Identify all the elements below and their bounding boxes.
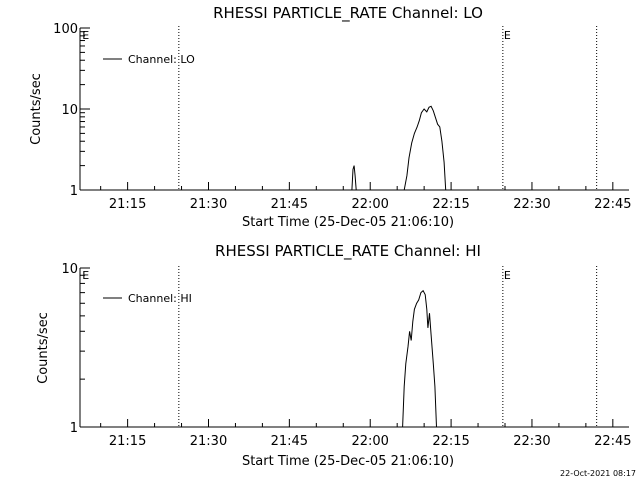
x-tick-label-hi: 21:45 bbox=[271, 434, 308, 449]
series-line-lo bbox=[403, 105, 447, 191]
event-marker-lo: E bbox=[82, 29, 89, 42]
y-axis-label-hi: Counts/sec bbox=[36, 312, 51, 384]
event-marker-hi: E bbox=[504, 269, 511, 282]
x-tick-label-lo: 22:15 bbox=[432, 197, 469, 212]
event-marker-lo: E bbox=[504, 29, 511, 42]
legend-hi: Channel: HI bbox=[103, 292, 192, 305]
chart-title-hi: RHESSI PARTICLE_RATE Channel: HI bbox=[215, 242, 481, 261]
x-tick-label-hi: 22:45 bbox=[594, 434, 631, 449]
y-tick-label-lo: 1 bbox=[70, 184, 78, 199]
x-axis-label-hi: Start Time (25-Dec-05 21:06:10) bbox=[242, 454, 454, 469]
legend-label-hi: Channel: HI bbox=[128, 292, 192, 305]
legend-label-lo: Channel: LO bbox=[128, 53, 195, 66]
series-line-hi bbox=[402, 289, 437, 428]
plot-area-lo: 1 10 100 21:15 21:30 21:45 22:00 22:15 22:30 22:4… bbox=[53, 22, 631, 212]
footer-timestamp: 22-Oct-2021 08:17 bbox=[560, 469, 636, 478]
y-axis-label-lo: Counts/sec bbox=[29, 73, 44, 145]
event-marker-hi: E bbox=[82, 269, 89, 282]
x-tick-label-hi: 22:30 bbox=[513, 434, 550, 449]
chart-title-lo: RHESSI PARTICLE_RATE Channel: LO bbox=[213, 4, 483, 23]
x-tick-label-lo: 22:45 bbox=[594, 197, 631, 212]
plot-area-hi: 1 10 21:15 21:30 21:45 22:00 22:15 22:30 22:45 E E bbox=[61, 262, 631, 449]
x-tick-label-lo: 21:15 bbox=[109, 197, 146, 212]
legend-lo: Channel: LO bbox=[103, 53, 195, 66]
x-tick-label-lo: 21:30 bbox=[190, 197, 227, 212]
y-tick-label-hi: 1 bbox=[70, 421, 78, 436]
x-tick-label-hi: 21:30 bbox=[190, 434, 227, 449]
x-tick-label-hi: 22:00 bbox=[351, 434, 388, 449]
x-tick-label-lo: 22:30 bbox=[513, 197, 550, 212]
y-tick-label-hi: 10 bbox=[61, 262, 78, 277]
series-line-lo bbox=[351, 165, 357, 191]
y-tick-label-lo: 10 bbox=[61, 103, 78, 118]
x-tick-label-hi: 21:15 bbox=[109, 434, 146, 449]
x-tick-label-lo: 21:45 bbox=[271, 197, 308, 212]
y-tick-label-lo: 100 bbox=[53, 22, 78, 37]
x-axis-label-lo: Start Time (25-Dec-05 21:06:10) bbox=[242, 215, 454, 230]
x-tick-label-lo: 22:00 bbox=[351, 197, 388, 212]
x-tick-label-hi: 22:15 bbox=[432, 434, 469, 449]
